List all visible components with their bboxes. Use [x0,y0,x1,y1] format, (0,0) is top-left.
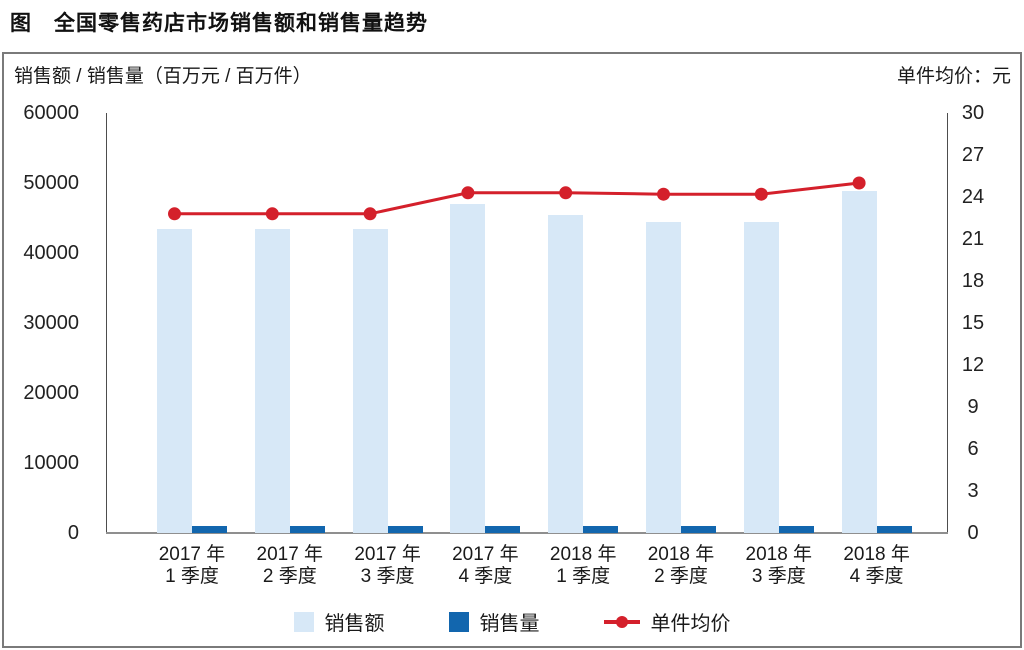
y-axis-tick-label-right: 27 [961,144,985,166]
y-axis-tick-label-left: 30000 [23,312,79,334]
left-axis-line [106,113,107,533]
y-axis-tick-label-right: 6 [967,438,979,460]
y-axis-tick-label-right: 30 [961,102,985,124]
legend: 销售额 销售量 单件均价 [4,607,1020,636]
legend-label-avg-price: 单件均价 [650,613,731,635]
sales-amount-bar [254,228,290,533]
y-axis-tick-label-right: 3 [967,480,979,502]
y-axis-tick-label-right: 24 [961,186,985,208]
avg-price-point [852,176,866,190]
sales-volume-bar [289,526,325,533]
avg-price-point [657,187,670,201]
sales-amount-bar [548,214,584,533]
y-axis-tick-label-right: 12 [961,354,985,376]
avg-price-point [754,187,768,201]
avg-price-point [559,186,573,200]
sales-amount-bar [352,228,388,533]
y-axis-tick-label-left: 20000 [23,382,79,404]
sales-volume-swatch [448,611,469,632]
y-axis-tick-label-right: 18 [961,270,985,292]
sales-volume-bar [583,526,619,533]
sales-amount-bar [157,228,192,533]
sales-volume-bar [485,526,521,533]
x-axis-baseline [106,532,948,534]
right-axis-title: 单件均价：元 [896,66,1011,87]
y-axis-tick-label-right: 15 [961,312,985,334]
avg-price-line-marker-icon [603,615,640,629]
left-axis-title: 销售额 / 销售量（百万元 / 百万件） [14,66,312,87]
y-axis-tick-label-left: 40000 [23,242,79,264]
avg-price-point [363,207,377,221]
y-axis-tick-label-left: 0 [67,522,79,544]
avg-price-point [461,186,475,200]
y-axis-tick-label-right: 0 [967,522,979,544]
legend-item-sales-volume: 销售量 [448,607,540,636]
avg-price-line [174,181,860,216]
y-axis-tick-label-left: 50000 [23,172,79,194]
sales-volume-bar [778,526,814,533]
chart-title: 图 全国零售药店市场销售额和销售量趋势 [10,12,428,35]
chart-panel: 销售额 / 销售量（百万元 / 百万件） 单件均价：元 0 10000 20000 3… [2,52,1022,648]
sales-volume-bar [876,526,912,533]
sales-amount-bar [646,221,681,533]
legend-item-sales-amount: 销售额 [293,607,385,636]
avg-price-dot-sample [615,615,628,628]
legend-label-sales-amount: 销售额 [324,613,385,635]
avg-price-point [168,207,181,221]
legend-item-avg-price: 单件均价 [603,607,731,636]
sales-volume-bar [681,526,716,533]
right-axis-line [947,113,948,533]
avg-price-point [265,207,279,221]
sales-amount-bar [743,221,779,533]
sales-amount-bar [450,204,486,533]
y-axis-tick-label-left: 10000 [23,452,79,474]
y-axis-tick-label-right: 21 [961,228,985,250]
legend-label-sales-volume: 销售量 [479,613,540,635]
sales-amount-bar [841,191,877,533]
sales-volume-bar [192,526,227,533]
y-axis-tick-label-right: 9 [967,396,979,418]
sales-volume-bar [387,526,423,533]
sales-amount-swatch [293,611,314,632]
y-axis-tick-label-left: 60000 [23,102,79,124]
